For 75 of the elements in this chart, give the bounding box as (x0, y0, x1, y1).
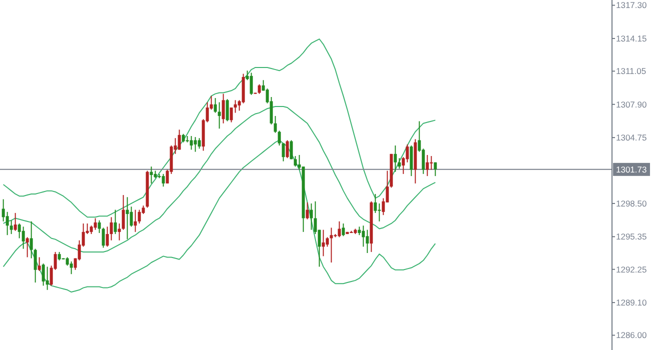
candlestick (38, 256, 41, 272)
candlestick (150, 166, 153, 184)
candlestick (394, 144, 397, 172)
candlestick (126, 196, 129, 240)
candlestick (110, 216, 113, 241)
y-tick-label: 1292.25 (616, 264, 647, 274)
candlestick (134, 209, 137, 232)
candlestick (114, 209, 117, 235)
candlestick (162, 173, 165, 188)
ref-line-label: 1301.73 (616, 164, 647, 174)
candlestick (430, 156, 433, 170)
candlestick (194, 136, 197, 152)
candlestick (274, 115, 277, 134)
candlestick (18, 222, 21, 239)
candlestick (106, 226, 109, 248)
candlestick (362, 225, 365, 248)
candlestick (426, 154, 429, 177)
candlestick (250, 72, 253, 96)
candlestick (34, 248, 37, 284)
y-tick-label: 1311.05 (616, 66, 646, 76)
candlestick (378, 202, 381, 222)
candlestick (22, 226, 25, 250)
candlestick (230, 107, 233, 123)
candlestick (30, 220, 33, 259)
candlestick (138, 209, 141, 224)
candlestick (398, 158, 401, 170)
candlestick (2, 198, 5, 222)
candlestick (374, 193, 377, 214)
candlestick (94, 218, 97, 230)
candlestick (226, 98, 229, 122)
candlestick (410, 144, 413, 177)
candlestick (122, 194, 125, 230)
candlestick (14, 212, 17, 232)
y-tick-label: 1307.90 (616, 99, 647, 110)
candlestick (406, 144, 409, 163)
candlestick (338, 220, 341, 238)
candlestick (42, 263, 45, 286)
y-tick-label: 1304.75 (616, 132, 647, 143)
candlestick (306, 202, 309, 220)
candlestick (190, 135, 193, 150)
y-tick-label: 1314.15 (616, 33, 647, 44)
candlestick (258, 84, 261, 94)
y-tick-label: 1289.10 (616, 298, 647, 308)
candlestick (70, 260, 73, 275)
y-tick-label: 1286.00 (616, 330, 647, 340)
candlestick (10, 220, 13, 235)
candlestick (98, 220, 101, 234)
y-tick-label: 1295.35 (616, 232, 647, 242)
candlestick (322, 229, 325, 257)
candlestick (342, 222, 345, 237)
candlestick (26, 236, 29, 258)
candlestick (118, 222, 121, 241)
candlestick (310, 202, 313, 230)
candlestick (294, 156, 297, 168)
candlestick (102, 227, 105, 248)
line-series (2, 38, 436, 218)
candlestick (214, 98, 217, 114)
candlestick (434, 162, 437, 177)
candlestick (178, 129, 181, 150)
candlestick (282, 142, 285, 162)
candlestick (198, 138, 201, 150)
candlestick (234, 100, 237, 114)
y-tick-label: 1298.50 (616, 198, 647, 208)
candlestick (218, 102, 221, 130)
candlestick (222, 93, 225, 124)
candlestick (46, 266, 49, 290)
candlestick (330, 227, 333, 263)
candlestick (286, 140, 289, 159)
candlestick (6, 211, 9, 236)
y-tick-label: 1317.30 (616, 0, 647, 10)
candlestick (278, 130, 281, 146)
candlestick (366, 229, 369, 254)
candlestick (290, 140, 293, 160)
candlestick (130, 206, 133, 228)
candlestick (326, 236, 329, 248)
